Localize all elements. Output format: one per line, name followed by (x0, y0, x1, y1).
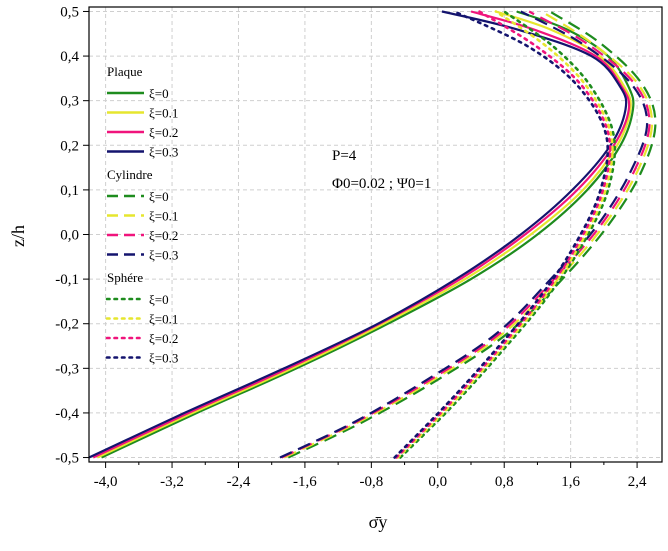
legend-entry-label: ξ=0 (149, 189, 169, 204)
y-tick-label: 0,4 (60, 49, 79, 65)
legend-entry-label: ξ=0.3 (149, 351, 178, 366)
legend-entry-label: ξ=0.1 (149, 106, 178, 121)
series-line-cylindre-0.2 (281, 10, 651, 459)
legend-entry-label: ξ=0.2 (149, 331, 178, 346)
series-line-sphre-0.1 (396, 10, 614, 459)
x-tick-label: -2,4 (227, 474, 251, 490)
x-tick-label: 0,8 (495, 474, 514, 490)
x-tick-label: 1,6 (561, 474, 580, 490)
x-tick-label: -4,0 (94, 474, 118, 490)
series-line-plaque-0.3 (88, 10, 628, 459)
x-tick-label: -3,2 (160, 474, 184, 490)
legend-group-title: Cylindre (107, 167, 153, 182)
annotation-phi-psi: Φ0=0.02 ; Ψ0=1 (332, 176, 431, 192)
series-line-sphre-0 (399, 10, 617, 459)
legend: Plaque ξ=0 ξ=0.1 ξ=0.2 ξ=0.3 Cylindre ξ=0 ξ=0.1… (105, 64, 178, 366)
y-axis-ticks: -0,5 -0,4 -0,3 -0,2 -0,1 0,0 0,1 0,2 0,3 0,4 0,5 (55, 4, 89, 467)
legend-group-title: Sphére (107, 270, 143, 285)
x-tick-label: -0,8 (359, 474, 383, 490)
legend-entry-label: ξ=0.2 (149, 228, 178, 243)
legend-entry-label: ξ=0 (149, 292, 169, 307)
y-axis-title: z/h (8, 225, 28, 247)
x-tick-label: 0,0 (428, 474, 447, 490)
legend-entry-label: ξ=0.1 (149, 312, 178, 327)
y-tick-label: -0,4 (55, 406, 79, 422)
y-tick-label: -0,3 (55, 361, 79, 377)
series-line-plaque-0 (101, 10, 635, 459)
series-line-plaque-0.2 (92, 10, 631, 459)
series-line-sphre-0.3 (393, 10, 610, 459)
annotation-p: P=4 (332, 148, 357, 164)
legend-entry-label: ξ=0.3 (149, 248, 178, 263)
legend-entry-label: ξ=0 (149, 86, 169, 101)
series-line-cylindre-0.1 (283, 10, 654, 459)
y-tick-label: 0,1 (60, 183, 79, 199)
x-axis-title: σ̄y (369, 512, 388, 532)
y-tick-label: 0,2 (60, 138, 79, 154)
legend-entry-label: ξ=0.1 (149, 209, 178, 224)
grid (89, 7, 662, 462)
series-line-sphre-0.2 (395, 10, 612, 459)
series-line-cylindre-0 (287, 10, 657, 459)
x-tick-label: 2,4 (628, 474, 647, 490)
series-line-cylindre-0.3 (279, 10, 649, 459)
y-tick-label: -0,2 (55, 317, 79, 333)
series-layer (88, 10, 657, 459)
y-tick-label: 0,5 (60, 4, 79, 20)
y-tick-label: 0,3 (60, 94, 79, 110)
y-tick-label: -0,1 (55, 272, 79, 288)
y-tick-label: -0,5 (55, 451, 79, 467)
legend-entry-label: ξ=0.2 (149, 125, 178, 140)
x-axis-ticks: -4,0 -3,2 -2,4 -1,6 -0,8 0,0 0,8 1,6 2,4 (94, 462, 647, 490)
y-tick-label: 0,0 (60, 228, 79, 244)
legend-entry-label: ξ=0.3 (149, 145, 178, 160)
legend-group-title: Plaque (107, 64, 143, 79)
x-tick-label: -1,6 (293, 474, 317, 490)
